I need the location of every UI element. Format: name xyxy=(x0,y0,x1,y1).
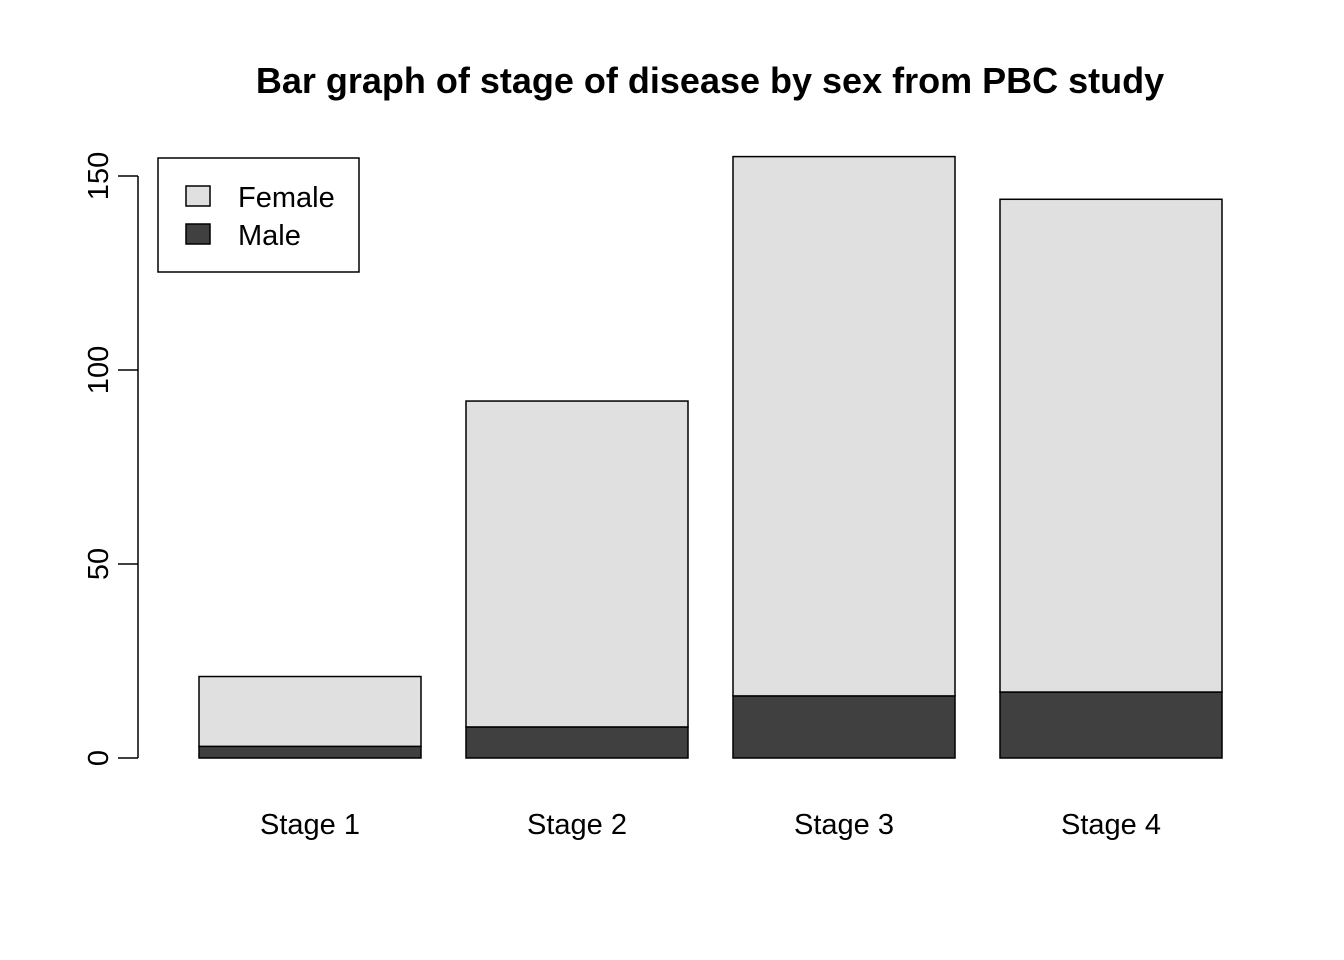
bar-male-2 xyxy=(465,726,689,759)
chart-title: Bar graph of stage of disease by sex fro… xyxy=(256,60,1164,101)
y-tick-label: 0 xyxy=(83,750,115,766)
x-tick-label: Stage 1 xyxy=(260,809,360,841)
x-tick-label: Stage 3 xyxy=(794,809,894,841)
legend-swatch-male xyxy=(185,223,211,245)
y-tick-label: 50 xyxy=(83,548,115,580)
legend-label-male: Male xyxy=(238,220,301,252)
legend: Female Male xyxy=(157,157,360,273)
bar-male-4 xyxy=(999,691,1223,759)
y-axis: 0 50 100 150 xyxy=(83,152,139,766)
bar-male-1 xyxy=(198,745,422,759)
y-tick-label: 100 xyxy=(83,346,115,394)
bar-female-4 xyxy=(999,198,1223,693)
legend-swatch-female xyxy=(185,185,211,207)
legend-label-female: Female xyxy=(238,182,335,214)
bar-female-1 xyxy=(198,675,422,748)
x-tick-label: Stage 2 xyxy=(527,809,627,841)
bar-female-3 xyxy=(732,155,956,697)
x-axis-labels: Stage 1 Stage 2 Stage 3 Stage 4 xyxy=(260,809,1161,841)
bar-male-3 xyxy=(732,695,956,759)
x-tick-label: Stage 4 xyxy=(1061,809,1161,841)
legend-box xyxy=(157,157,360,273)
bar-female-2 xyxy=(465,400,689,728)
bars xyxy=(198,155,1223,759)
y-tick-label: 150 xyxy=(83,152,115,200)
